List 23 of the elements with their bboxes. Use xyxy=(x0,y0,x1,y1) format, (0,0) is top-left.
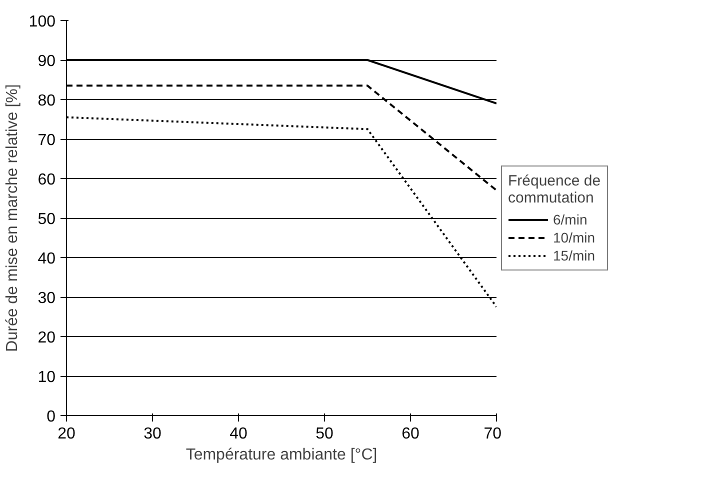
legend-label: 10/min xyxy=(553,229,596,245)
y-tick-label: 10 xyxy=(38,369,56,386)
y-axis-title: Durée de mise en marche relative [%] xyxy=(4,84,21,352)
x-tick-label: 30 xyxy=(144,426,162,442)
x-axis-title: Température ambiante [°C] xyxy=(186,446,378,464)
y-tick-label: 30 xyxy=(38,290,56,307)
x-tick-label: 70 xyxy=(484,426,502,442)
y-tick-label: 100 xyxy=(28,14,56,30)
x-tick-label: 40 xyxy=(230,426,248,442)
y-tick-label: 60 xyxy=(38,172,56,188)
legend-label: 6/min xyxy=(553,211,588,227)
x-tick-label: 20 xyxy=(58,426,76,442)
y-tick-label: 80 xyxy=(38,92,56,110)
x-tick-label: 50 xyxy=(316,426,334,442)
y-tick-label: 40 xyxy=(38,250,56,268)
y-tick-label: 20 xyxy=(38,330,56,346)
y-tick-label: 50 xyxy=(38,211,56,228)
y-tick-label: 70 xyxy=(38,132,56,149)
legend-title: Fréquence de commutation xyxy=(508,172,601,206)
y-tick-label: 0 xyxy=(46,408,56,426)
legend-label: 15/min xyxy=(553,247,596,263)
x-tick-label: 60 xyxy=(402,426,420,442)
y-tick-label: 90 xyxy=(38,53,56,70)
